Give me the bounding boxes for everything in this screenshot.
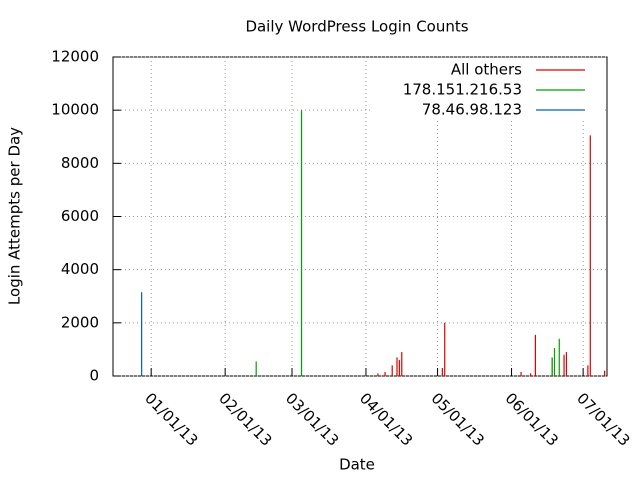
- y-tick-label: 6000: [61, 207, 99, 225]
- legend-label: All others: [451, 61, 522, 79]
- x-tick-label: 03/01/13: [282, 389, 342, 449]
- legend-label: 78.46.98.123: [422, 101, 522, 119]
- y-tick-label: 12000: [51, 48, 99, 66]
- x-tick-label: 01/01/13: [141, 389, 201, 449]
- y-tick-label: 4000: [61, 260, 99, 278]
- legend-label: 178.151.216.53: [403, 81, 522, 99]
- x-tick-label: 07/01/13: [573, 389, 633, 449]
- x-tick-label: 05/01/13: [428, 389, 488, 449]
- y-tick-label: 8000: [61, 154, 99, 172]
- y-axis-label: Login Attempts per Day: [6, 127, 24, 305]
- y-tick-label: 10000: [51, 101, 99, 119]
- x-axis-label: Date: [339, 456, 375, 474]
- y-tick-label: 2000: [61, 313, 99, 331]
- chart-title: Daily WordPress Login Counts: [245, 18, 468, 36]
- x-tick-label: 04/01/13: [356, 389, 416, 449]
- x-tick-label: 06/01/13: [502, 389, 562, 449]
- y-tick-label: 0: [89, 367, 99, 385]
- x-tick-label: 02/01/13: [215, 389, 275, 449]
